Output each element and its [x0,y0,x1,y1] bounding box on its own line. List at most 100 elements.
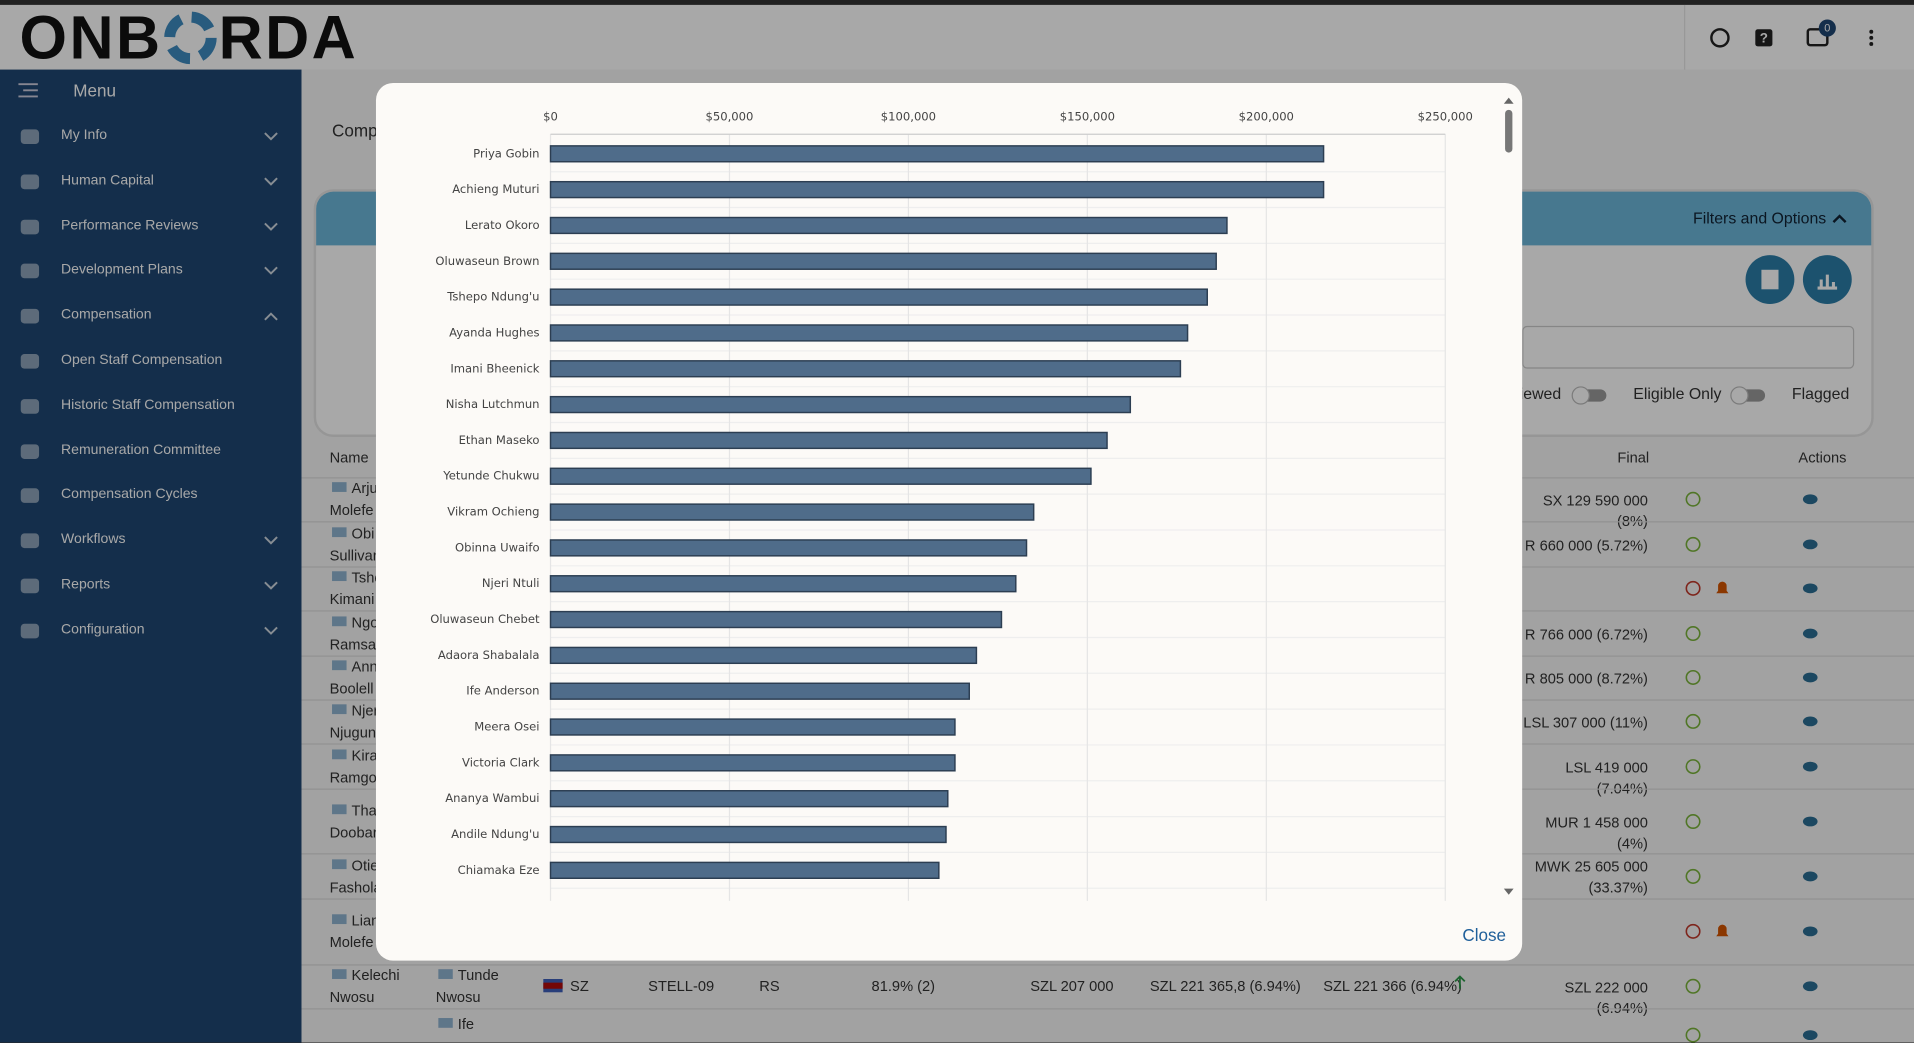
header-icons: ? 0 [1684,4,1874,70]
menu-item[interactable]: Open Staff Compensation [61,352,223,368]
smile-icon [1685,536,1701,552]
final-value: LSL 307 000 (11%) [1523,714,1648,732]
view-button[interactable] [1802,1030,1818,1041]
menu-icon [20,129,40,145]
menu-icon [20,353,40,369]
mail-icon [332,526,347,537]
menu-item[interactable]: Performance Reviews [61,218,199,233]
y-tick-label: Ethan Maseko [459,433,540,447]
y-tick-label: Chiamaka Eze [458,863,540,877]
menu-icon [20,578,40,594]
employee-name: Otie [351,856,379,874]
flag-icon [543,978,563,993]
filters-label[interactable]: Filters and Options [1693,208,1827,228]
employee-name: Ramgoo [329,768,385,786]
final-value: MUR 1 458 000 (4%) [1545,813,1648,852]
refresh-button[interactable] [1710,28,1730,48]
bar [549,790,949,808]
menu-item[interactable]: Compensation Cycles [61,487,198,503]
scrollbar[interactable] [1500,93,1517,899]
menu-item[interactable]: Configuration [61,622,145,637]
mail-icon [438,969,453,979]
menu-icon[interactable] [18,83,40,98]
status-icons [1685,868,1818,884]
menu-item[interactable]: Development Plans [61,262,183,278]
employee-name: Kimani [329,590,375,608]
cell-rating: 81.9% (2) [871,977,936,995]
x-tick-label: $250,000 [1418,110,1473,124]
menu-item[interactable]: Human Capital [61,173,154,188]
frown-icon [1685,580,1701,596]
logo-text: ONB [19,3,163,73]
flag-band [543,982,563,989]
page-title: Comp [332,120,378,141]
view-button[interactable] [1802,716,1818,727]
employee-name: Molefe [329,933,374,951]
cell-recommended: SZL 221 366 (6.94%) [1323,977,1462,995]
row-divider [301,1008,1914,1010]
final-value: R 766 000 (6.72%) [1524,625,1648,643]
view-button[interactable] [1802,926,1818,937]
view-button[interactable] [1802,870,1818,881]
employee-name: Sullivan [329,546,381,564]
chevron [264,132,278,141]
view-button[interactable] [1802,672,1818,683]
view-button[interactable] [1802,816,1818,826]
mail-icon [332,969,347,979]
icon-shape [20,488,40,504]
chevron-path [264,626,278,635]
chevron-path [264,267,278,276]
status-icons [1685,923,1818,939]
bar [549,288,1208,306]
y-tick-label: Ayanda Hughes [449,325,539,339]
column-header: Actions [1798,449,1847,467]
smile-icon [1685,868,1701,884]
view-button[interactable] [1802,761,1818,771]
icon-shape [20,353,40,369]
notification-count: 0 [1824,23,1830,35]
mail-icon [332,914,347,925]
y-tick-label: Andile Ndung'u [451,827,539,841]
sidebar: Menu My Info Human Capital Performance Rev… [0,69,302,1043]
bell-icon [1716,581,1729,594]
menu-item[interactable]: Compensation [61,307,152,323]
menu-icon [20,398,40,414]
more-button[interactable] [1869,41,1874,46]
y-tick-label: Lerato Okoro [465,218,540,232]
bar [549,431,1108,450]
view-button[interactable] [1802,628,1818,638]
bell-icon [1716,924,1729,937]
mail-shape [332,858,347,869]
bar [549,395,1132,414]
x-tick-label: $50,000 [706,110,754,124]
employee-name: Boolell [329,679,374,697]
smile-icon [1685,978,1701,994]
search-input[interactable] [1522,325,1855,369]
toggle[interactable] [1570,386,1612,406]
employee-name: Kira [351,746,378,764]
icon-shape [20,578,40,594]
close-button[interactable]: Close [1462,925,1507,945]
view-button[interactable] [1802,981,1818,992]
menu-item[interactable]: My Info [61,128,108,143]
employee-name: Njer [351,701,379,719]
view-button[interactable] [1802,494,1818,505]
help-button[interactable] [1755,29,1773,47]
employee-name: Tha [351,801,377,819]
messages-button[interactable] [1806,28,1829,47]
menu-item[interactable]: Remuneration Committee [61,442,221,458]
menu-item[interactable]: Reports [61,577,111,593]
menu-item[interactable]: Historic Staff Compensation [61,397,235,413]
employee-name: Ngo [351,613,379,631]
menu-icon [20,264,40,279]
reviewer-name: Ife [457,1015,475,1033]
status-icons [1685,758,1818,774]
menu-item[interactable]: Workflows [61,532,126,548]
chevron [264,312,278,321]
logo[interactable]: ONB RDA [20,2,359,73]
view-button[interactable] [1802,583,1818,594]
toggle[interactable] [1728,386,1770,406]
view-button[interactable] [1802,538,1818,549]
employee-name: Fashola [329,878,382,896]
